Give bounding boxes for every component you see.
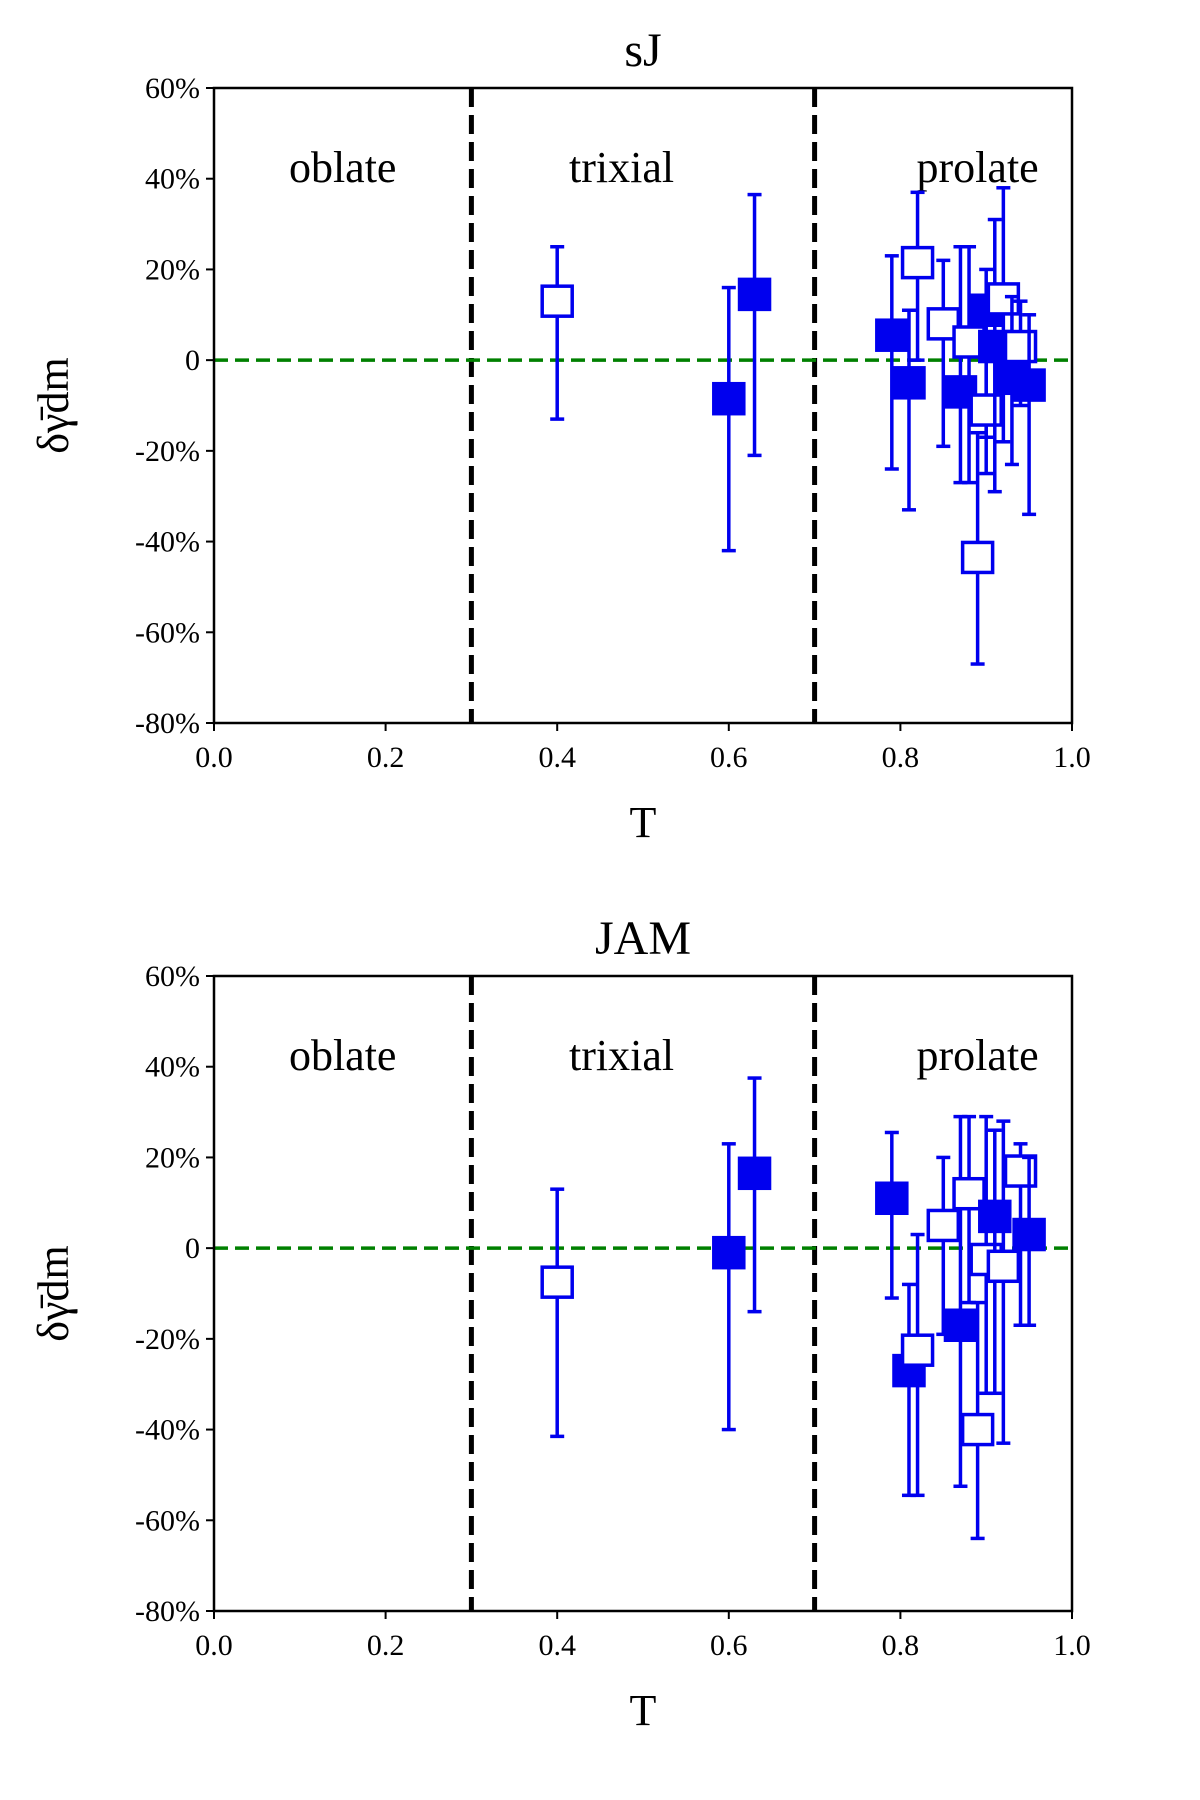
- marker-open-11: [969, 393, 1003, 427]
- data-point-9: [960, 430, 995, 666]
- x-tick-label-1: 0.2: [367, 741, 405, 774]
- marker-filled-3: [875, 318, 909, 352]
- y-tick-label-6: 40%: [145, 1051, 200, 1084]
- data-point-2: [737, 1076, 772, 1314]
- chart-title: sJ: [624, 24, 661, 77]
- marker-open-6: [926, 1208, 961, 1243]
- marker-filled-2: [737, 277, 772, 312]
- y-tick-label-6: 40%: [145, 163, 200, 196]
- x-tick-label-0: 0.0: [195, 741, 233, 774]
- marker-filled-16: [1012, 368, 1046, 402]
- data-point-1: [712, 285, 746, 553]
- panel-sj: sJ oblate trixial prolate 0.0 0.2 0.4 0.6 0.8 1.0…: [29, 24, 1091, 847]
- y-tick-label-3: -20%: [135, 435, 200, 468]
- y-tick-label-5: 20%: [145, 1141, 200, 1174]
- x-tick-label-4: 0.8: [882, 1629, 920, 1662]
- y-tick-label-7: 60%: [145, 72, 200, 105]
- marker-open-5: [900, 245, 935, 280]
- x-tick-label-0: 0.0: [195, 1629, 233, 1662]
- data-point-4: [892, 308, 926, 512]
- y-tick-label-4: 0: [185, 1232, 200, 1265]
- plot-frame: [212, 86, 1074, 725]
- x-tick-label-2: 0.4: [538, 1629, 576, 1662]
- data-point-4: [892, 1282, 926, 1498]
- x-tick-label-5: 1.0: [1053, 741, 1091, 774]
- x-axis-label: T: [630, 1686, 657, 1735]
- data-point-1: [712, 1142, 746, 1432]
- y-axis-label: δγ̄dm: [29, 357, 78, 453]
- y-tick-label-3: -20%: [135, 1323, 200, 1356]
- data-point-14: [1012, 1155, 1046, 1327]
- y-tick-label-0: -80%: [135, 707, 200, 740]
- data-point-2: [737, 192, 772, 458]
- region-label-prolate: prolate: [917, 143, 1039, 192]
- data-point-0: [540, 1187, 574, 1439]
- data-point-3: [875, 1130, 909, 1300]
- marker-open-0: [540, 1265, 574, 1299]
- data-point-6: [926, 258, 961, 449]
- region-label-trixial: trixial: [569, 1031, 674, 1080]
- data-point-12: [986, 1119, 1021, 1445]
- y-tick-label-0: -80%: [135, 1595, 200, 1628]
- marker-filled-2: [737, 1156, 772, 1191]
- marker-filled-4: [892, 366, 926, 400]
- marker-open-9: [960, 540, 995, 575]
- y-axis-label: δγ̄dm: [29, 1245, 78, 1341]
- marker-open-5: [900, 1333, 935, 1367]
- data-point-3: [875, 254, 909, 471]
- y-tick-label-4: 0: [185, 344, 200, 377]
- y-tick-label-7: 60%: [145, 960, 200, 993]
- x-tick-label-3: 0.6: [710, 741, 748, 774]
- x-tick-label-5: 1.0: [1053, 1629, 1091, 1662]
- y-tick-label-1: -60%: [135, 616, 200, 649]
- region-label-oblate: oblate: [289, 1031, 397, 1080]
- chart-title: JAM: [595, 912, 691, 965]
- x-axis-label: T: [630, 798, 657, 847]
- x-tick-label-4: 0.8: [882, 741, 920, 774]
- panel-jam: JAM oblate trixial prolate 0.0 0.2 0.4 0.6 0.8 1.…: [29, 912, 1091, 1735]
- marker-filled-14: [1012, 1217, 1046, 1252]
- data-point-6: [926, 1155, 961, 1337]
- marker-filled-3: [875, 1181, 909, 1215]
- marker-open-13: [1003, 1154, 1038, 1188]
- data-point-16: [1012, 313, 1046, 517]
- x-tick-label-1: 0.2: [367, 1629, 405, 1662]
- marker-open-13: [986, 282, 1021, 316]
- marker-open-9: [960, 1412, 995, 1447]
- y-tick-label-2: -40%: [135, 1414, 200, 1447]
- marker-open-15: [1003, 329, 1038, 364]
- marker-filled-11: [978, 1199, 1012, 1234]
- y-tick-label-2: -40%: [135, 526, 200, 559]
- data-point-0: [540, 245, 574, 421]
- marker-filled-1: [712, 1235, 746, 1270]
- marker-filled-7: [943, 1308, 978, 1342]
- marker-filled-1: [712, 381, 746, 416]
- data-point-5: [900, 190, 935, 362]
- data-point-9: [960, 1300, 995, 1541]
- region-label-prolate: prolate: [917, 1031, 1039, 1080]
- x-tick-label-3: 0.6: [710, 1629, 748, 1662]
- region-label-oblate: oblate: [289, 143, 397, 192]
- region-label-trixial: trixial: [569, 143, 674, 192]
- y-tick-label-5: 20%: [145, 253, 200, 286]
- marker-open-0: [540, 284, 574, 318]
- data-point-8: [952, 245, 986, 485]
- x-tick-label-2: 0.4: [538, 741, 576, 774]
- marker-open-12: [986, 1249, 1021, 1284]
- plot-frame: [212, 974, 1074, 1613]
- data-point-5: [900, 1232, 935, 1498]
- y-tick-label-1: -60%: [135, 1504, 200, 1537]
